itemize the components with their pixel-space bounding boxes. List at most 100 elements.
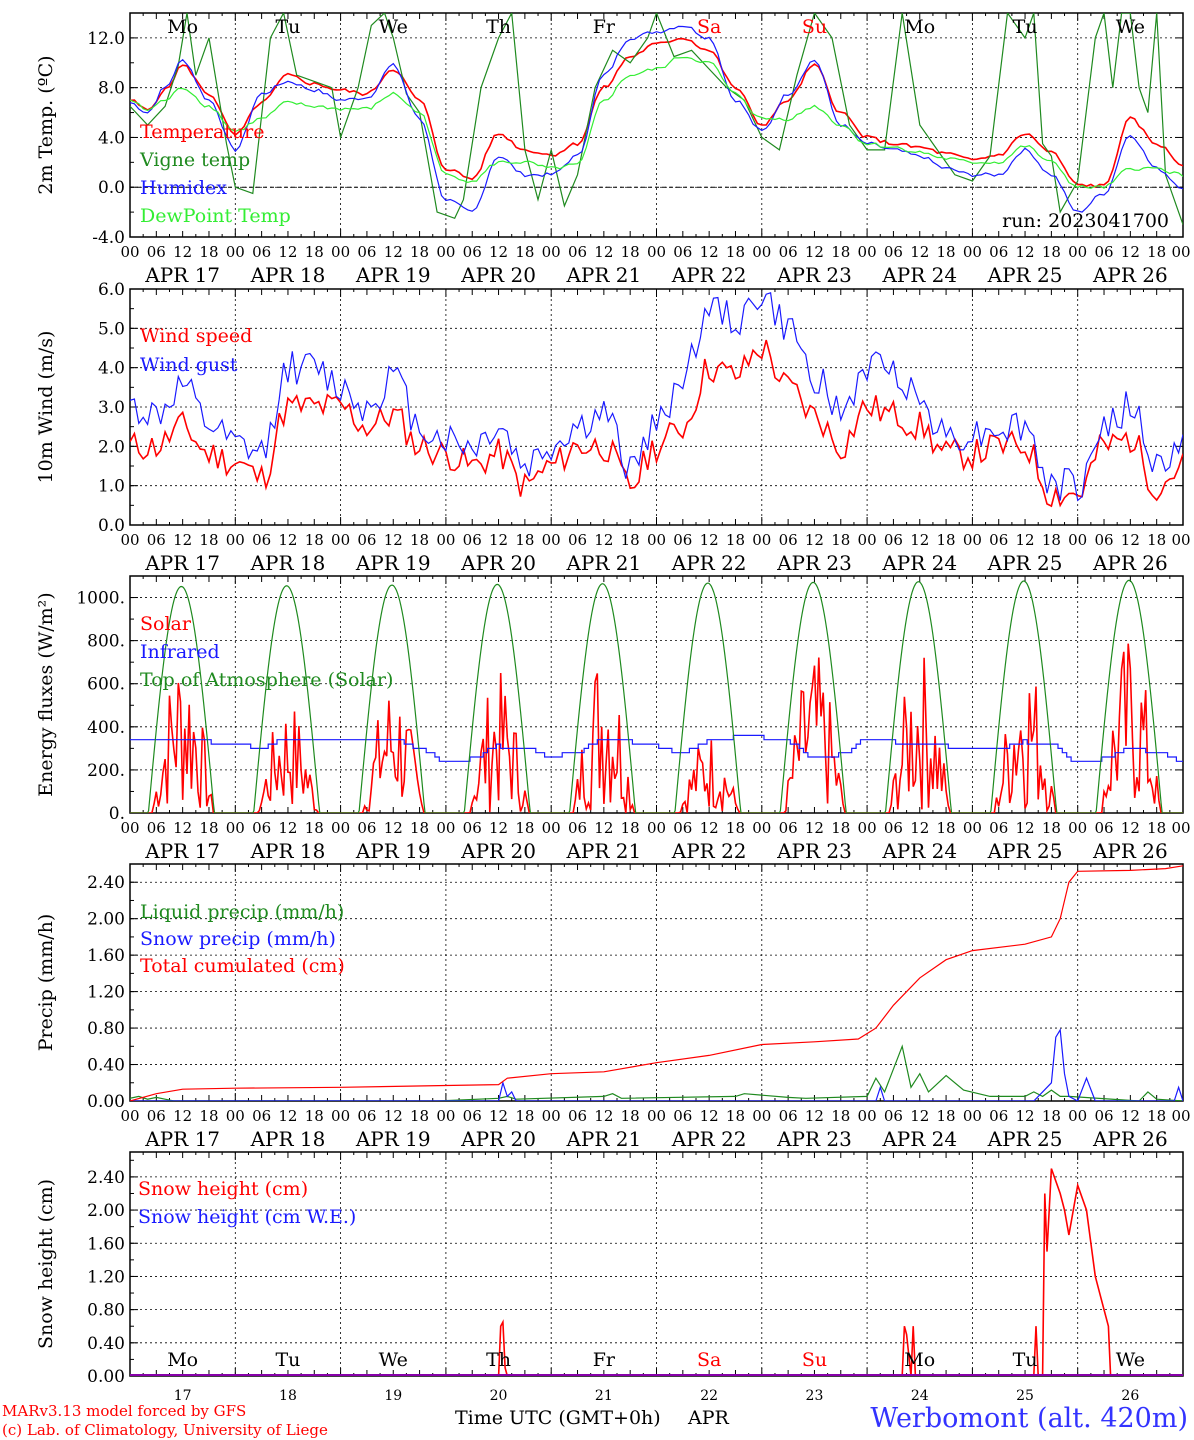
y-tick-label: 2.00: [87, 910, 125, 930]
y-tick-label: 2.40: [87, 873, 125, 893]
day-tick-label: APR 23: [776, 839, 852, 863]
hour-tick-label: 00: [120, 1107, 139, 1125]
hour-tick-label: 00: [542, 531, 561, 549]
hour-tick-label: 00: [1171, 243, 1190, 261]
y-tick-label: 3.0: [98, 398, 125, 418]
y-tick-label: 600.: [87, 675, 125, 695]
hour-tick-label: 12: [489, 1107, 508, 1125]
day-tick-label: APR 19: [355, 839, 431, 863]
weekday-label: Sa: [697, 16, 721, 38]
hour-tick-label: 12: [805, 1107, 824, 1125]
day-number-label: 22: [700, 1388, 718, 1404]
y-tick-label: 1.60: [87, 1234, 125, 1254]
hour-tick-label: 12: [805, 531, 824, 549]
hour-tick-label: 12: [489, 531, 508, 549]
day-tick-label: APR 24: [881, 1127, 957, 1151]
hour-tick-label: 12: [278, 1107, 297, 1125]
hour-tick-label: 06: [252, 531, 271, 549]
hour-tick-label: 18: [726, 243, 745, 261]
copyright-credit: (c) Lab. of Climatology, University of L…: [2, 1421, 328, 1439]
legend-humidex: Humidex: [140, 177, 227, 199]
day-tick-label: APR 25: [987, 263, 1063, 287]
hour-tick-label: 18: [937, 243, 956, 261]
hour-tick-label: 06: [989, 819, 1008, 837]
hour-tick-label: 06: [779, 1107, 798, 1125]
hour-tick-label: 06: [884, 531, 903, 549]
hour-tick-label: 00: [331, 819, 350, 837]
day-tick-label: APR 17: [144, 1127, 220, 1151]
day-tick-label: APR 26: [1092, 551, 1168, 575]
hour-tick-label: 06: [147, 531, 166, 549]
hour-tick-label: 18: [515, 819, 534, 837]
hour-tick-label: 06: [357, 243, 376, 261]
day-tick-label: APR 24: [881, 263, 957, 287]
legend-snow-precip-mm-h: Snow precip (mm/h): [140, 928, 336, 950]
hour-tick-label: 18: [1042, 819, 1061, 837]
y-axis-label: 10m Wind (m/s): [35, 331, 57, 484]
y-tick-label: 0.0: [98, 178, 125, 198]
hour-tick-label: 00: [120, 531, 139, 549]
hour-tick-label: 00: [752, 1107, 771, 1125]
hour-tick-label: 00: [752, 531, 771, 549]
hour-tick-label: 18: [1042, 1107, 1061, 1125]
plot-area: [130, 13, 1183, 225]
hour-tick-label: 06: [147, 819, 166, 837]
hour-tick-label: 06: [357, 1107, 376, 1125]
hour-tick-label: 12: [1121, 243, 1140, 261]
hour-tick-label: 06: [252, 1107, 271, 1125]
y-tick-label: 8.0: [98, 79, 125, 99]
hour-tick-label: 00: [1068, 1107, 1087, 1125]
hour-tick-label: 06: [673, 243, 692, 261]
hour-tick-label: 12: [1016, 243, 1035, 261]
hour-tick-label: 06: [568, 531, 587, 549]
day-tick-label: APR 24: [881, 839, 957, 863]
y-axis-label: Energy fluxes (W/m²): [35, 592, 57, 796]
hour-tick-label: 18: [1147, 243, 1166, 261]
hour-tick-label: 06: [779, 819, 798, 837]
plot-area: [130, 579, 1183, 813]
hour-tick-label: 18: [1147, 819, 1166, 837]
y-tick-label: 2.00: [87, 1201, 125, 1221]
legend-wind-speed: Wind speed: [140, 325, 252, 347]
y-tick-label: 0.40: [87, 1056, 125, 1076]
weekday-label: We: [379, 1349, 408, 1371]
hour-tick-label: 12: [384, 243, 403, 261]
hour-tick-label: 12: [805, 819, 824, 837]
hour-tick-label: 06: [989, 243, 1008, 261]
hour-tick-label: 06: [463, 819, 482, 837]
hour-tick-label: 18: [199, 243, 218, 261]
hour-tick-label: 06: [252, 243, 271, 261]
hour-tick-label: 00: [542, 1107, 561, 1125]
hour-tick-label: 18: [410, 819, 429, 837]
hour-tick-label: 12: [1121, 1107, 1140, 1125]
weekday-label: We: [1116, 16, 1145, 38]
legend-snow-height-cm-w-e: Snow height (cm W.E.): [138, 1206, 356, 1228]
month-label: APR: [687, 1407, 730, 1429]
day-number-label: 25: [1016, 1388, 1034, 1404]
hour-tick-label: 00: [858, 819, 877, 837]
hour-tick-label: 06: [1094, 1107, 1113, 1125]
hour-tick-label: 12: [910, 243, 929, 261]
hour-tick-label: 12: [489, 243, 508, 261]
snow-panel: 0.00 0.40 0.80 1.20 1.60 2.00 2.40 Snow height …: [35, 1151, 1184, 1404]
hour-tick-label: 18: [1147, 1107, 1166, 1125]
day-number-label: 17: [174, 1388, 192, 1404]
hour-tick-label: 00: [1068, 531, 1087, 549]
y-tick-label: 5.0: [98, 319, 125, 339]
y-tick-label: 1.20: [87, 983, 125, 1003]
hour-tick-label: 06: [147, 1107, 166, 1125]
day-tick-label: APR 18: [250, 1127, 326, 1151]
y-tick-label: 400.: [87, 718, 125, 738]
hour-tick-label: 12: [1121, 531, 1140, 549]
day-tick-label: APR 19: [355, 1127, 431, 1151]
hour-tick-label: 00: [1068, 243, 1087, 261]
liquid-precip-mm-h-line: [130, 1044, 1183, 1101]
hour-tick-label: 12: [173, 1107, 192, 1125]
y-tick-label: 4.0: [98, 128, 125, 148]
weekday-label: Su: [802, 16, 827, 38]
day-tick-label: APR 20: [460, 1127, 536, 1151]
hour-tick-label: 12: [278, 819, 297, 837]
hour-tick-label: 18: [199, 531, 218, 549]
weekday-label: Tu: [1013, 16, 1038, 38]
